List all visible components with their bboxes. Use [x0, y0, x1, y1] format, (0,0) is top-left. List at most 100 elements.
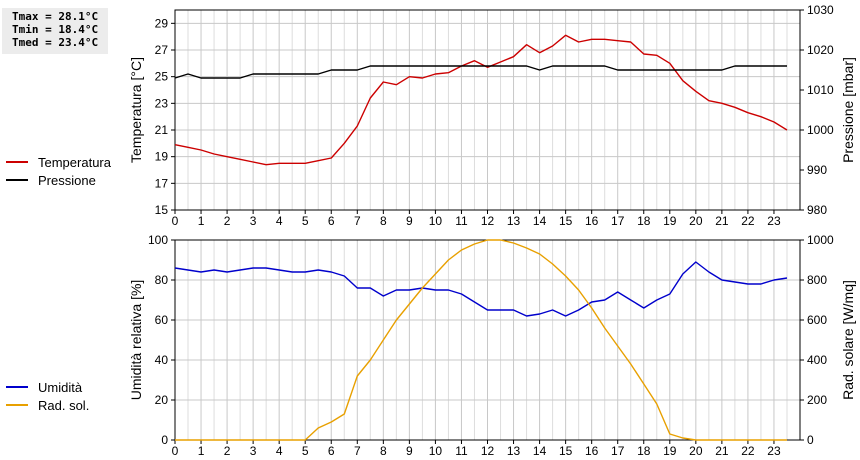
x-tick-label: 5 [302, 214, 309, 228]
x-tick-label: 10 [429, 214, 443, 228]
legend-label: Rad. sol. [38, 397, 90, 413]
x-tick-label: 0 [172, 444, 179, 458]
x-tick-label: 5 [302, 444, 309, 458]
y-right-tick-label: 200 [807, 393, 827, 407]
x-tick-label: 19 [663, 214, 677, 228]
y-tick-label: 80 [155, 273, 169, 287]
x-tick-label: 20 [689, 214, 703, 228]
y-right-tick-label: 0 [807, 433, 814, 447]
x-tick-label: 10 [429, 444, 443, 458]
x-tick-label: 13 [507, 214, 521, 228]
y-tick-label: 0 [161, 433, 168, 447]
x-tick-label: 3 [250, 214, 257, 228]
legend-item: Pressione [6, 171, 111, 189]
y-tick-label: 40 [155, 353, 169, 367]
legend-swatch [6, 386, 28, 388]
y-tick-label: 100 [148, 233, 168, 247]
y-tick-label: 23 [155, 96, 169, 110]
legend-swatch [6, 179, 28, 181]
x-tick-label: 11 [455, 444, 468, 458]
x-tick-label: 1 [198, 214, 205, 228]
x-tick-label: 22 [741, 444, 755, 458]
y-right-tick-label: 1010 [807, 83, 834, 97]
y-right-tick-label: 600 [807, 313, 827, 327]
y-right-tick-label: 980 [807, 203, 827, 217]
x-tick-label: 14 [533, 444, 547, 458]
x-tick-label: 12 [481, 214, 495, 228]
x-tick-label: 3 [250, 444, 257, 458]
x-tick-label: 19 [663, 444, 677, 458]
x-tick-label: 1 [198, 444, 205, 458]
legend-bottom: Umidità Rad. sol. [6, 378, 89, 414]
legend-item: Umidità [6, 378, 89, 396]
tmax-text: Tmax = 28.1°C [12, 10, 99, 23]
x-tick-label: 6 [328, 214, 335, 228]
legend-swatch [6, 161, 28, 163]
legend-item: Rad. sol. [6, 396, 89, 414]
y-tick-label: 60 [155, 313, 169, 327]
x-tick-label: 11 [455, 214, 468, 228]
y-axis-label: Umidità relativa [%] [128, 280, 144, 401]
x-tick-label: 13 [507, 444, 521, 458]
series-line [174, 34, 788, 166]
x-tick-label: 4 [276, 444, 283, 458]
y-tick-label: 21 [155, 123, 169, 137]
legend-label: Umidità [38, 379, 83, 395]
x-tick-label: 17 [611, 444, 625, 458]
x-tick-label: 21 [715, 214, 729, 228]
x-tick-label: 8 [380, 444, 387, 458]
y-tick-label: 27 [155, 43, 169, 57]
x-tick-label: 16 [585, 214, 599, 228]
x-tick-label: 4 [276, 214, 283, 228]
x-tick-label: 17 [611, 214, 625, 228]
x-tick-label: 20 [689, 444, 703, 458]
legend-swatch [6, 404, 28, 406]
x-tick-label: 7 [354, 214, 361, 228]
y-tick-label: 25 [155, 70, 169, 84]
y-right-tick-label: 400 [807, 353, 827, 367]
tmin-text: Tmin = 18.4°C [12, 23, 99, 36]
x-tick-label: 6 [328, 444, 335, 458]
x-tick-label: 18 [637, 214, 651, 228]
x-tick-label: 16 [585, 444, 599, 458]
x-tick-label: 2 [224, 444, 231, 458]
y-right-tick-label: 800 [807, 273, 827, 287]
x-tick-label: 23 [767, 444, 781, 458]
y-tick-label: 20 [155, 393, 169, 407]
y-tick-label: 17 [155, 176, 169, 190]
x-tick-label: 2 [224, 214, 231, 228]
x-tick-label: 18 [637, 444, 651, 458]
legend-item: Temperatura [6, 153, 111, 171]
x-tick-label: 8 [380, 214, 387, 228]
y-right-tick-label: 1020 [807, 43, 834, 57]
x-tick-label: 14 [533, 214, 547, 228]
x-tick-label: 12 [481, 444, 495, 458]
x-tick-label: 15 [559, 444, 573, 458]
series-line [174, 261, 788, 317]
series-line [174, 65, 787, 79]
series-line [175, 239, 787, 441]
x-tick-label: 21 [715, 444, 729, 458]
y-tick-label: 15 [155, 203, 169, 217]
y-tick-label: 19 [155, 150, 169, 164]
stats-box: Tmax = 28.1°C Tmin = 18.4°C Tmed = 23.4°… [2, 8, 108, 54]
y-tick-label: 29 [155, 16, 169, 30]
plot-frame [174, 9, 801, 211]
y-right-tick-label: 1030 [807, 3, 834, 17]
legend-label: Pressione [38, 172, 96, 188]
y-right-tick-label: 990 [807, 163, 827, 177]
legend-label: Temperatura [38, 154, 111, 170]
legend-top: Temperatura Pressione [6, 153, 111, 189]
y-right-tick-label: 1000 [807, 233, 834, 247]
x-tick-label: 22 [741, 214, 755, 228]
y-right-axis-label: Pressione [mbar] [840, 57, 856, 163]
x-tick-label: 7 [354, 444, 361, 458]
x-tick-label: 9 [406, 444, 413, 458]
x-tick-label: 0 [172, 214, 179, 228]
x-tick-label: 9 [406, 214, 413, 228]
x-tick-label: 15 [559, 214, 573, 228]
y-right-tick-label: 1000 [807, 123, 834, 137]
y-axis-label: Temperatura [°C] [128, 57, 144, 163]
y-right-axis-label: Rad. solare [W/mq] [840, 280, 856, 400]
